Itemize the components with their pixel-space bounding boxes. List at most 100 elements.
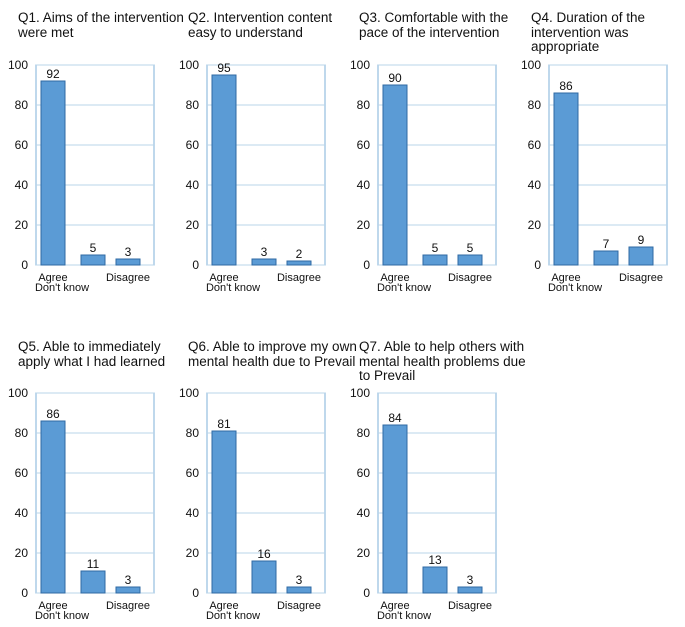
data-label: 5 <box>90 241 97 255</box>
category-label: Disagree <box>106 272 150 284</box>
category-label: Agree <box>38 272 67 284</box>
y-tick-label: 60 <box>528 138 542 152</box>
category-label: Agree <box>380 272 409 284</box>
data-label: 84 <box>388 411 402 425</box>
chart-title-q5: Q5. Able to immediately apply what I had… <box>18 339 166 369</box>
category-label: Don't know <box>377 610 431 622</box>
bar-disagree <box>286 586 312 594</box>
y-tick-label: 40 <box>186 506 200 520</box>
y-tick-label: 80 <box>186 98 200 112</box>
category-label: Don't know <box>35 610 89 622</box>
y-tick-label: 60 <box>357 466 371 480</box>
data-label: 3 <box>125 573 132 587</box>
bar-don-t-know <box>80 570 106 594</box>
y-tick-label: 20 <box>528 218 542 232</box>
y-tick-label: 0 <box>363 258 370 272</box>
bar-don-t-know <box>80 254 106 266</box>
y-tick-label: 20 <box>186 218 200 232</box>
category-label: Disagree <box>277 600 321 612</box>
bar-don-t-know <box>422 566 448 594</box>
category-label: Disagree <box>277 272 321 284</box>
y-tick-label: 60 <box>186 138 200 152</box>
y-tick-label: 60 <box>15 466 29 480</box>
y-tick-label: 100 <box>8 58 28 72</box>
y-tick-label: 40 <box>186 178 200 192</box>
category-label: Agree <box>551 272 580 284</box>
chart-title-q3: Q3. Comfortable with the pace of the int… <box>359 10 509 40</box>
data-label: 5 <box>432 241 439 255</box>
y-tick-label: 20 <box>357 546 371 560</box>
category-label: Disagree <box>448 272 492 284</box>
data-label: 90 <box>388 71 402 85</box>
category-label: Disagree <box>106 600 150 612</box>
bar-don-t-know <box>593 250 619 266</box>
y-tick-label: 0 <box>192 586 199 600</box>
bar-don-t-know <box>251 560 277 594</box>
category-label: Disagree <box>619 272 663 284</box>
chart-title-q2: Q2. Intervention content easy to underst… <box>188 10 333 40</box>
category-label: Don't know <box>377 282 431 294</box>
data-label: 7 <box>603 237 610 251</box>
chart-title-q4: Q4. Duration of the intervention was app… <box>531 10 646 54</box>
data-label: 5 <box>467 241 474 255</box>
y-tick-label: 100 <box>350 58 370 72</box>
category-label: Agree <box>380 600 409 612</box>
y-tick-label: 20 <box>357 218 371 232</box>
data-label: 3 <box>261 245 268 259</box>
bar-agree <box>211 430 237 594</box>
category-label: Agree <box>209 600 238 612</box>
y-tick-label: 80 <box>528 98 542 112</box>
bar-agree <box>40 420 66 594</box>
category-label: Don't know <box>206 282 260 294</box>
bar-disagree <box>628 246 654 266</box>
y-tick-label: 20 <box>15 218 29 232</box>
y-tick-label: 100 <box>8 386 28 400</box>
bar-disagree <box>115 258 141 266</box>
chart-title-q6: Q6. Able to improve my own mental health… <box>188 339 357 369</box>
data-label: 2 <box>296 247 303 261</box>
y-tick-label: 0 <box>21 586 28 600</box>
data-label: 92 <box>46 67 60 81</box>
data-label: 16 <box>257 547 271 561</box>
bar-agree <box>211 74 237 266</box>
bar-agree <box>382 424 408 594</box>
chart-title-q7: Q7. Able to help others with mental heal… <box>359 339 526 383</box>
data-label: 3 <box>296 573 303 587</box>
y-tick-label: 80 <box>186 426 200 440</box>
data-label: 3 <box>467 573 474 587</box>
data-label: 86 <box>559 79 573 93</box>
y-tick-label: 20 <box>15 546 29 560</box>
y-tick-label: 80 <box>15 98 29 112</box>
y-tick-label: 80 <box>357 98 371 112</box>
data-label: 81 <box>217 417 231 431</box>
y-tick-label: 0 <box>192 258 199 272</box>
y-tick-label: 80 <box>357 426 371 440</box>
y-tick-label: 60 <box>15 138 29 152</box>
bar-disagree <box>115 586 141 594</box>
y-tick-label: 60 <box>357 138 371 152</box>
bar-don-t-know <box>251 258 277 266</box>
y-tick-label: 100 <box>521 58 541 72</box>
category-label: Agree <box>209 272 238 284</box>
y-tick-label: 20 <box>186 546 200 560</box>
data-label: 3 <box>125 245 132 259</box>
y-tick-label: 40 <box>357 506 371 520</box>
chart-title-q1: Q1. Aims of the intervention were met <box>18 10 184 40</box>
data-label: 13 <box>428 553 442 567</box>
y-tick-label: 100 <box>179 58 199 72</box>
category-label: Don't know <box>35 282 89 294</box>
y-tick-label: 40 <box>528 178 542 192</box>
y-tick-label: 40 <box>15 178 29 192</box>
data-label: 95 <box>217 61 231 75</box>
bar-agree <box>382 84 408 266</box>
bar-disagree <box>457 254 483 266</box>
data-label: 9 <box>638 233 645 247</box>
bar-disagree <box>286 260 312 266</box>
